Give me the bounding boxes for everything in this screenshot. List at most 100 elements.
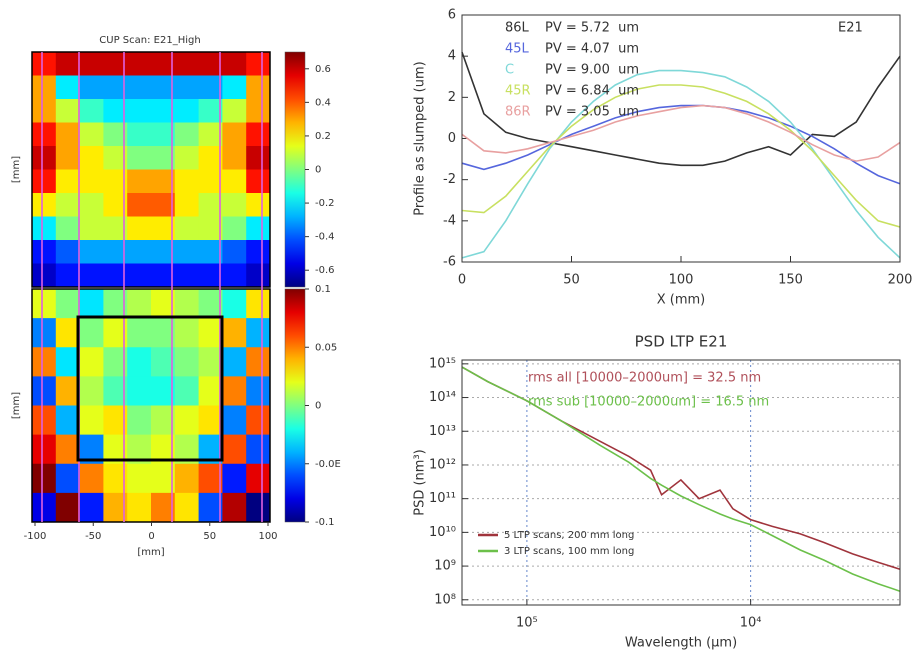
heat-cell <box>32 263 57 288</box>
heat-cell <box>79 75 104 100</box>
x-axis-label: X (mm) <box>657 293 706 308</box>
heat-cell <box>198 240 223 264</box>
heat-cell <box>174 169 200 194</box>
colorbar-tick-label: 0.05 <box>315 342 337 353</box>
heat-cell <box>55 405 81 436</box>
heat-cell <box>79 376 104 406</box>
heat-cell <box>222 146 247 170</box>
heatmap-bottom: 0.1 0.05 0 -0.0E -0.1 [mm] -100 -50 0 50 100 [mm] <box>11 284 341 558</box>
heat-cell <box>79 193 104 217</box>
heat-cell <box>222 240 247 264</box>
psd-chart: 10⁵ 10⁴ 10⁸ 10⁹ 10¹⁰ 10¹¹ 10¹² 10¹³ 10¹⁴ 10¹⁵ Wave… <box>413 333 901 651</box>
colorbar-tick-label: 0.2 <box>315 131 331 142</box>
heat-cell <box>55 193 81 217</box>
heat-cell <box>55 463 81 494</box>
heat-cell <box>127 52 152 76</box>
heat-cell <box>79 263 104 288</box>
heat-cell <box>174 193 200 217</box>
heat-cell <box>32 289 57 319</box>
heat-cell <box>79 347 104 377</box>
colorbar-tick-label: -0.0E <box>315 459 341 470</box>
heat-cell <box>32 99 57 123</box>
heat-cell <box>222 122 247 147</box>
heat-cell <box>198 492 223 523</box>
heat-cell <box>174 146 200 170</box>
y-tick-label: 10¹¹ <box>429 491 456 506</box>
heat-cell <box>198 122 223 147</box>
colorbar-tick-label: -0.4 <box>315 232 335 243</box>
heat-cell <box>246 122 271 147</box>
y-axis-label: [mm] <box>11 156 22 183</box>
heat-cell <box>198 463 223 494</box>
y-tick-label: -4 <box>443 213 456 228</box>
colorbar-tick-label: 0.4 <box>315 97 331 108</box>
heat-cell <box>79 289 104 319</box>
heat-cell <box>198 405 223 436</box>
y-tick-label: 10¹³ <box>429 424 456 439</box>
x-tick-label: 50 <box>563 273 580 288</box>
legend-label: 86R <box>505 105 531 120</box>
annotation: rms sub [10000–2000um] = 16.5 nm <box>528 395 769 410</box>
heat-cell <box>246 263 271 288</box>
heat-cell <box>222 263 247 288</box>
heat-cell <box>127 146 152 170</box>
colorbar <box>284 288 306 523</box>
heat-cell <box>32 193 57 217</box>
heat-cell <box>79 240 104 264</box>
heat-cell <box>222 492 247 523</box>
y-tick-label: 10¹⁴ <box>429 390 456 405</box>
heat-cell <box>55 52 81 76</box>
heat-cell <box>246 434 271 465</box>
heat-cell <box>198 146 223 170</box>
heat-cell <box>246 193 271 217</box>
heat-cell <box>32 376 57 406</box>
legend-label: 86L <box>505 21 530 36</box>
legend-text: PV = 6.84 um <box>545 84 639 99</box>
colorbar-tick-label: 0.1 <box>315 284 331 295</box>
heat-cell <box>198 263 223 288</box>
heat-cell <box>79 405 104 436</box>
heat-cell <box>127 463 152 494</box>
heat-cell <box>222 347 247 377</box>
heat-cell <box>222 376 247 406</box>
heat-cell <box>174 99 200 123</box>
heat-cell <box>32 463 57 494</box>
heat-cell <box>32 240 57 264</box>
heat-cell <box>174 492 200 523</box>
legend-text: PV = 5.72 um <box>545 21 639 36</box>
x-tick-label: -100 <box>24 531 47 542</box>
heat-cell <box>198 289 223 319</box>
heat-cell <box>246 318 271 348</box>
y-tick-label: 10⁸ <box>434 592 456 607</box>
y-tick-label: 10⁹ <box>434 559 456 574</box>
heat-cell <box>198 347 223 377</box>
heat-cell <box>198 52 223 76</box>
heat-cell <box>127 99 152 123</box>
heat-cell <box>32 216 57 241</box>
y-tick-label: 4 <box>448 49 456 64</box>
heat-cell <box>127 122 152 147</box>
x-tick-label: 200 <box>888 273 913 288</box>
heat-cell <box>79 463 104 494</box>
x-tick-label: 10⁴ <box>740 616 762 631</box>
y-axis-label: [mm] <box>11 392 22 419</box>
heat-cell <box>55 122 81 147</box>
heat-cell <box>246 492 271 523</box>
colorbar-tick-label: 0 <box>315 165 321 176</box>
colorbar-tick-label: -0.1 <box>315 517 335 528</box>
heat-cell <box>79 99 104 123</box>
x-axis-label: [mm] <box>137 547 164 558</box>
legend-label: 5 LTP scans, 200 mm long <box>504 530 634 541</box>
heat-cell <box>222 405 247 436</box>
heat-cell <box>32 318 57 348</box>
heat-cell <box>198 216 223 241</box>
heat-cell <box>246 75 271 100</box>
y-tick-label: 10¹² <box>429 457 456 472</box>
heat-cell <box>174 122 200 147</box>
heat-cell <box>222 434 247 465</box>
y-tick-label: 10¹⁵ <box>429 356 456 371</box>
annotation: rms all [10000–2000um] = 32.5 nm <box>528 371 761 386</box>
heatmap-frame <box>31 51 271 288</box>
profile-chart: 0 50 100 150 200 -6 -4 -2 0 2 4 6 X (mm) Profile as s… <box>413 8 913 308</box>
heat-cell <box>127 75 152 100</box>
